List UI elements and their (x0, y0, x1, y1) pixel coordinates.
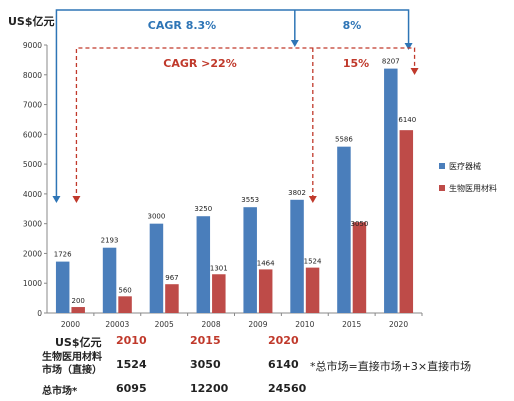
table-row2-value-2015: 12200 (190, 382, 229, 395)
x-tick-label: 2010 (295, 320, 314, 329)
legend-label: 医疗器械 (449, 161, 481, 171)
bar-biomaterials (258, 269, 273, 313)
table-unit-label: US$亿元 (55, 336, 102, 349)
x-tick-label: 2020 (389, 320, 408, 329)
y-tick-label: 6000 (23, 130, 42, 139)
x-tick-label: 2005 (155, 320, 174, 329)
arrowhead-blue (52, 196, 61, 203)
annotation-cagr-8-3: CAGR 8.3% (148, 19, 216, 32)
table-footnote: *总市场=直接市场+3×直接市场 (310, 360, 472, 373)
y-tick-label: 8000 (23, 71, 42, 80)
bar-biomaterials (165, 284, 179, 313)
data-label-biomaterials: 200 (72, 297, 85, 305)
bar-medical-devices (384, 68, 398, 314)
bar-chart: 0 1000 2000 3000 4000 5000 6000 7000 8000 9000 US$… (8, 9, 497, 329)
bar-medical-devices (149, 223, 164, 313)
x-tick-label: 2000 (61, 320, 80, 329)
table-row1-label-line1: 生物医用材料 (42, 352, 102, 363)
y-tick-label: 9000 (23, 41, 42, 50)
table-row1-value-2010: 1524 (116, 358, 147, 371)
annotation-cagr-22: CAGR >22% (163, 57, 236, 70)
data-label-medical-devices: 3802 (288, 189, 306, 197)
arrowhead-blue (404, 43, 413, 50)
x-tick-label: 20003 (105, 320, 129, 329)
arrowhead-blue (290, 40, 299, 47)
data-label-biomaterials: 3050 (351, 220, 369, 228)
data-label-biomaterials: 1524 (304, 258, 322, 266)
table-row2-value-2010: 6095 (116, 382, 147, 395)
table-row1-value-2020: 6140 (268, 358, 299, 371)
data-label-medical-devices: 1726 (54, 251, 72, 259)
arrowhead-red (410, 68, 419, 75)
bar-medical-devices (102, 247, 117, 313)
data-label-biomaterials: 6140 (398, 116, 416, 124)
bar-biomaterials (71, 307, 85, 313)
annotation-8pct: 8% (343, 19, 362, 32)
bar-medical-devices (337, 146, 351, 313)
x-tick-label: 2009 (248, 320, 267, 329)
legend-swatch (439, 185, 445, 191)
data-label-medical-devices: 3553 (241, 196, 259, 204)
bar-biomaterials (352, 222, 367, 313)
data-label-biomaterials: 1301 (210, 264, 228, 272)
y-tick-label: 5000 (23, 160, 42, 169)
x-tick-label: 2008 (202, 320, 221, 329)
table-row1-label-line2: 市场（直接） (42, 365, 102, 376)
table-row2-label: 总市场* (42, 386, 78, 397)
data-label-medical-devices: 2193 (101, 237, 119, 245)
data-label-medical-devices: 3000 (148, 213, 166, 221)
y-tick-label: 4000 (23, 190, 42, 199)
bar-biomaterials (305, 267, 320, 313)
bar-medical-devices (290, 199, 304, 313)
arrowhead-red (72, 196, 81, 203)
data-label-biomaterials: 560 (118, 286, 131, 294)
y-tick-label: 3000 (23, 220, 42, 229)
table-year-2010: 2010 (116, 334, 147, 347)
bar-medical-devices (243, 207, 257, 313)
table-year-2020: 2020 (268, 334, 299, 347)
data-label-medical-devices: 3250 (194, 205, 212, 213)
annotation-15pct: 15% (343, 57, 369, 70)
cagr-bracket-blue (55, 9, 410, 200)
y-tick-label: 7000 (23, 101, 42, 110)
bar-medical-devices (196, 216, 211, 313)
y-tick-label: 1000 (23, 279, 42, 288)
table-row1-value-2015: 3050 (190, 358, 221, 371)
bar-biomaterials (118, 296, 132, 313)
bar-medical-devices (55, 261, 70, 313)
arrowhead-red (308, 196, 317, 203)
x-tick-label: 2015 (342, 320, 361, 329)
cagr-bracket-red (75, 47, 416, 200)
data-label-medical-devices: 8207 (382, 58, 400, 66)
table-row1-label: 生物医用材料 市场（直接） (42, 351, 102, 377)
y-tick-label: 2000 (23, 249, 42, 258)
table-row2-value-2020: 24560 (268, 382, 307, 395)
data-label-biomaterials: 967 (165, 274, 178, 282)
y-tick-label: 0 (37, 309, 42, 318)
data-label-medical-devices: 5586 (335, 136, 353, 144)
bar-biomaterials (399, 130, 414, 313)
legend-swatch (439, 163, 445, 169)
data-label-biomaterials: 1464 (257, 259, 275, 267)
legend-label: 生物医用材料 (449, 183, 497, 193)
y-unit-label: US$亿元 (8, 14, 55, 28)
bar-biomaterials (212, 274, 226, 313)
table-year-2015: 2015 (190, 334, 221, 347)
